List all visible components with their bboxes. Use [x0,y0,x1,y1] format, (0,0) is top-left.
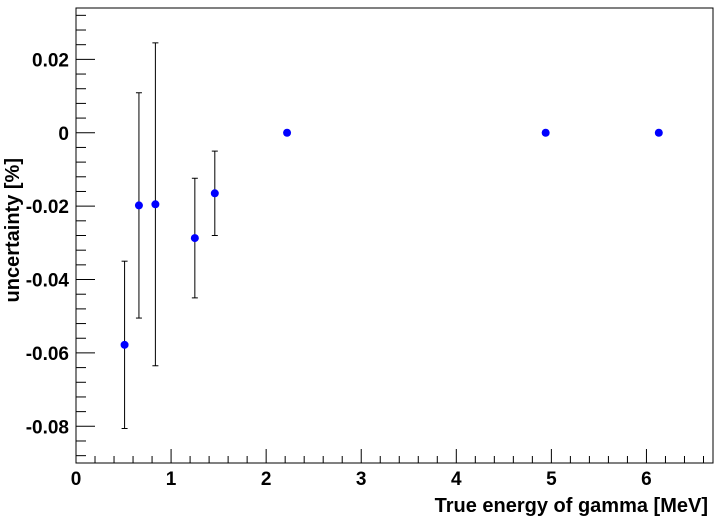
x-axis-title: True energy of gamma [MeV] [435,495,708,517]
x-tick-label: 0 [71,469,82,490]
data-point [190,234,199,243]
data-point [541,128,550,137]
x-tick-label: 3 [356,469,367,490]
x-axis-tick-labels: 0 1 2 3 4 5 6 [71,469,652,490]
y-tick-label: -0.02 [26,197,69,218]
y-tick-label: -0.04 [26,271,70,292]
data-point [134,201,143,210]
x-tick-label: 5 [546,469,557,490]
plot-frame [75,7,714,464]
data-points [120,128,663,349]
x-tick-label: 1 [166,469,177,490]
y-tick-label: 0 [58,124,69,145]
data-point [151,200,160,209]
y-tick-label: -0.08 [26,417,69,438]
y-axis-title: uncertainty [%] [2,158,24,302]
x-tick-label: 2 [261,469,272,490]
y-axis-tick-labels: -0.08 -0.06 -0.04 -0.02 0 0.02 [26,50,70,438]
y-tick-label: 0.02 [32,50,69,71]
y-tick-label: -0.06 [26,344,69,365]
x-tick-label: 4 [451,469,462,490]
y-axis-ticks [76,14,95,457]
error-bars [121,42,218,430]
data-point [210,189,219,198]
x-axis-ticks [75,449,704,463]
x-tick-label: 6 [641,469,652,490]
data-point [654,128,663,137]
data-point [283,128,292,137]
data-point [120,340,129,349]
